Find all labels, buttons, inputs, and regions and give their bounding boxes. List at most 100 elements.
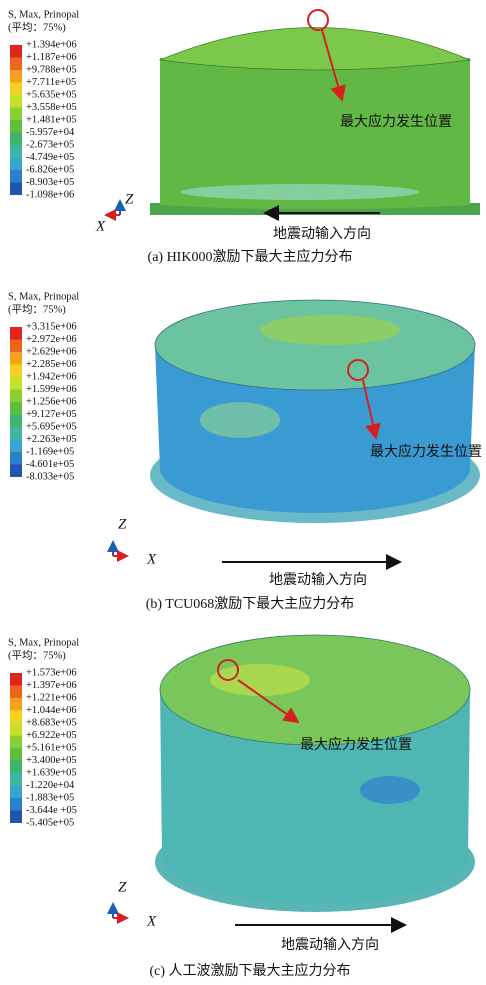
axis-x-label: X — [95, 218, 106, 234]
legend-value: -4.601e+05 — [26, 459, 74, 470]
legend-value: +3.400e+05 — [26, 755, 77, 766]
legend-swatch — [10, 158, 22, 171]
legend-value: -3.644e +05 — [26, 805, 77, 816]
figure: S, Max, Prinopal(平均：75%)+1.394e+06+1.187… — [0, 0, 486, 985]
legend-swatch — [10, 440, 22, 453]
legend-swatch — [10, 402, 22, 415]
legend-swatch — [10, 452, 22, 465]
legend-swatch — [10, 145, 22, 158]
legend-swatch — [10, 465, 22, 478]
legend-value: +1.394e+06 — [26, 39, 77, 50]
legend-value: +1.639e+05 — [26, 767, 77, 778]
axis-x-label: X — [146, 551, 157, 567]
axis-x-label: X — [146, 913, 157, 929]
caption: (c) 人工波激励下最大主应力分布 — [149, 962, 350, 979]
legend-value: -5.957e+04 — [26, 127, 75, 138]
legend-swatch — [10, 673, 22, 686]
panel: S, Max, Prinopal(平均：75%)+3.315e+06+2.972… — [8, 291, 482, 612]
legend-value: +2.972e+06 — [26, 334, 77, 345]
legend-value: -2.673e+05 — [26, 139, 74, 150]
legend-value: +1.044e+06 — [26, 705, 77, 716]
legend-value: +5.695e+05 — [26, 421, 77, 432]
legend-swatch — [10, 183, 22, 196]
legend-value: +8.683e+05 — [26, 717, 77, 728]
legend: S, Max, Prinopal(平均：75%)+3.315e+06+2.972… — [8, 291, 79, 482]
legend-swatch — [10, 748, 22, 761]
legend-value: +9.127e+05 — [26, 409, 77, 420]
legend: S, Max, Prinopal(平均：75%) +1.394e+06 +1.187… — [8, 9, 79, 200]
legend-value: -1.098e+06 — [26, 189, 74, 200]
legend-value: +1.397e+06 — [26, 680, 77, 691]
legend-value: +1.221e+06 — [26, 692, 77, 703]
panel: S, Max, Prinopal(平均：75%) +1.394e+06 +1.187… — [8, 9, 480, 265]
legend-value: +1.187e+06 — [26, 52, 77, 63]
legend-swatch — [10, 723, 22, 736]
legend-swatch — [10, 736, 22, 749]
legend-value: +2.285e+06 — [26, 359, 77, 370]
axis-z-label: Z — [125, 191, 134, 207]
panel: S, Max, Prinopal(平均：75%)+1.573e+06+1.397… — [8, 635, 475, 979]
legend-value: +5.635e+05 — [26, 89, 77, 100]
legend-value: -1.169e+05 — [26, 446, 74, 457]
legend-swatch — [10, 70, 22, 83]
annotation: 最大应力发生位置 — [300, 736, 412, 753]
legend-swatch — [10, 352, 22, 365]
legend-swatch — [10, 698, 22, 711]
direction-label: 地震动输入方向 — [269, 572, 367, 588]
annotation: 最大应力发生位置 — [340, 113, 452, 130]
legend-swatch — [10, 786, 22, 799]
legend-swatch — [10, 798, 22, 811]
legend-value: +1.573e+06 — [26, 667, 77, 678]
legend-swatch — [10, 108, 22, 121]
legend-swatch — [10, 327, 22, 340]
legend-swatch — [10, 58, 22, 71]
legend-value: -8.033e+05 — [26, 471, 74, 482]
legend-value: -1.883e+05 — [26, 792, 74, 803]
legend-value: +6.922e+05 — [26, 730, 77, 741]
legend-subtitle: (平均：75%) — [8, 303, 66, 315]
legend-value: -5.405e+05 — [26, 817, 74, 828]
legend-swatch — [10, 340, 22, 353]
tank-top — [155, 300, 475, 390]
legend-swatch — [10, 761, 22, 774]
legend-value: +5.161e+05 — [26, 742, 77, 753]
tank-patch — [180, 184, 420, 200]
legend-value: +9.788e+05 — [26, 64, 77, 75]
axis-z-label: Z — [118, 879, 127, 895]
legend-value: +1.256e+06 — [26, 396, 77, 407]
direction-label: 地震动输入方向 — [281, 937, 379, 953]
legend-value: -8.903e+05 — [26, 177, 74, 188]
legend-swatch — [10, 133, 22, 146]
legend-value: +3.558e+05 — [26, 102, 77, 113]
tank-patch — [200, 402, 280, 438]
legend-value: +2.629e+06 — [26, 346, 77, 357]
legend-value: +1.481e+05 — [26, 114, 77, 125]
legend-swatch — [10, 711, 22, 724]
legend-value: +7.711e+05 — [26, 77, 76, 88]
caption: (a) HIK000激励下最大主应力分布 — [148, 248, 353, 265]
legend-swatch — [10, 390, 22, 403]
legend-swatch — [10, 83, 22, 96]
legend-swatch — [10, 427, 22, 440]
legend-swatch — [10, 377, 22, 390]
axis-z-label: Z — [118, 516, 127, 532]
legend-value: -1.220e+04 — [26, 780, 75, 791]
legend-subtitle: (平均：75%) — [8, 21, 66, 33]
max-marker — [308, 10, 328, 30]
legend-swatch — [10, 811, 22, 824]
tank-patch — [360, 776, 420, 804]
legend-swatch — [10, 686, 22, 699]
legend-swatch — [10, 45, 22, 58]
legend-value: +2.263e+05 — [26, 434, 77, 445]
legend-value: +1.599e+06 — [26, 384, 77, 395]
caption: (b) TCU068激励下最大主应力分布 — [146, 595, 355, 612]
legend-subtitle: (平均：75%) — [8, 649, 66, 661]
legend-swatch — [10, 773, 22, 786]
legend-value: +1.942e+06 — [26, 371, 77, 382]
legend-swatch — [10, 120, 22, 133]
tank-patch — [260, 315, 400, 345]
legend-title: S, Max, Prinopal — [8, 9, 79, 20]
legend-swatch — [10, 415, 22, 428]
legend-value: -4.749e+05 — [26, 152, 74, 163]
legend: S, Max, Prinopal(平均：75%)+1.573e+06+1.397… — [8, 637, 79, 828]
